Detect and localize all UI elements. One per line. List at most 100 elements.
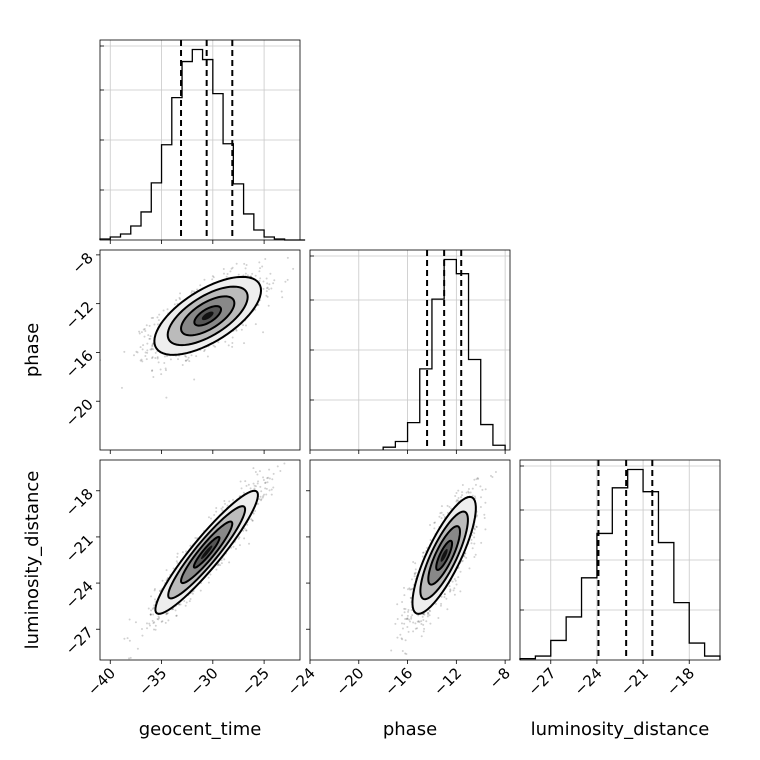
scatter-point bbox=[443, 593, 446, 596]
scatter-point bbox=[159, 589, 162, 592]
x-tick-label: −18 bbox=[663, 664, 698, 699]
scatter-point bbox=[252, 512, 255, 515]
scatter-point bbox=[265, 493, 268, 496]
scatter-point bbox=[140, 331, 143, 334]
scatter-point bbox=[257, 502, 260, 505]
scatter-point bbox=[128, 657, 131, 660]
scatter-point bbox=[434, 602, 437, 605]
scatter-point bbox=[144, 329, 147, 332]
scatter-point bbox=[240, 328, 243, 331]
scatter-point bbox=[484, 501, 487, 504]
scatter-point bbox=[284, 280, 287, 283]
scatter-point bbox=[150, 595, 153, 598]
scatter-point bbox=[162, 309, 165, 312]
scatter-point bbox=[149, 335, 152, 338]
scatter-point bbox=[246, 523, 249, 526]
scatter-point bbox=[408, 620, 411, 623]
scatter-point bbox=[416, 620, 419, 623]
scatter-point bbox=[217, 341, 220, 344]
histogram-bar bbox=[432, 299, 444, 450]
y-title-phase: phase bbox=[22, 323, 43, 377]
scatter-point bbox=[473, 527, 476, 530]
scatter-point bbox=[280, 290, 283, 293]
scatter-point bbox=[154, 624, 157, 627]
scatter-point bbox=[181, 364, 184, 367]
scatter-point bbox=[231, 342, 234, 345]
histogram-bar bbox=[244, 214, 254, 240]
scatter-point bbox=[123, 350, 126, 353]
x-title-phase: phase bbox=[383, 719, 437, 740]
scatter-point bbox=[279, 456, 281, 458]
scatter-point bbox=[185, 359, 188, 362]
scatter-point bbox=[473, 495, 476, 498]
scatter-point bbox=[179, 603, 182, 606]
scatter-point bbox=[446, 511, 449, 514]
scatter-point bbox=[401, 627, 404, 630]
scatter-point bbox=[166, 612, 169, 615]
scatter-point bbox=[412, 560, 415, 563]
joint-panel-phase-vs-luminosity-distance: −24 −20 −16 −12 −8 bbox=[284, 459, 514, 699]
histogram-bar bbox=[408, 423, 420, 450]
scatter-point bbox=[221, 509, 224, 512]
scatter-point bbox=[231, 345, 234, 348]
scatter-point bbox=[232, 498, 235, 501]
scatter-point bbox=[474, 483, 477, 486]
scatter-point bbox=[410, 615, 413, 618]
scatter-point bbox=[183, 599, 186, 602]
scatter-point bbox=[471, 547, 474, 550]
scatter-point bbox=[254, 323, 257, 326]
histogram-bar bbox=[444, 260, 456, 450]
scatter-point bbox=[242, 491, 245, 494]
scatter-point bbox=[404, 652, 407, 655]
scatter-point bbox=[428, 614, 431, 617]
scatter-point bbox=[141, 360, 144, 363]
scatter-point bbox=[240, 487, 243, 490]
scatter-point bbox=[234, 547, 237, 550]
scatter-point bbox=[265, 290, 268, 293]
scatter-point bbox=[265, 287, 268, 290]
scatter-point bbox=[184, 355, 187, 358]
scatter-point bbox=[144, 355, 147, 358]
scatter-point bbox=[150, 609, 153, 612]
scatter-point bbox=[438, 515, 441, 518]
histogram-bar bbox=[566, 617, 581, 660]
scatter-point bbox=[422, 551, 425, 554]
scatter-point bbox=[229, 270, 232, 273]
scatter-point bbox=[173, 303, 176, 306]
scatter-point bbox=[440, 511, 443, 514]
scatter-point bbox=[235, 329, 238, 332]
scatter-point bbox=[157, 615, 160, 618]
scatter-point bbox=[214, 345, 217, 348]
scatter-point bbox=[418, 621, 421, 624]
scatter-point bbox=[220, 507, 223, 510]
scatter-point bbox=[245, 529, 248, 532]
scatter-point bbox=[473, 532, 476, 535]
scatter-point bbox=[402, 586, 405, 589]
scatter-point bbox=[429, 539, 432, 542]
scatter-point bbox=[196, 288, 199, 291]
scatter-point bbox=[143, 335, 146, 338]
scatter-point bbox=[193, 378, 196, 381]
scatter-point bbox=[453, 577, 456, 580]
scatter-point bbox=[253, 487, 256, 490]
scatter-point bbox=[199, 284, 202, 287]
y-tick-label: −18 bbox=[62, 485, 97, 520]
scatter-point bbox=[268, 468, 271, 471]
scatter-point bbox=[136, 647, 139, 650]
scatter-point bbox=[163, 355, 166, 358]
scatter-point bbox=[446, 608, 449, 611]
y-title-luminosity-distance: luminosity_distance bbox=[22, 471, 43, 650]
scatter-point bbox=[128, 618, 131, 621]
scatter-point bbox=[151, 619, 154, 622]
scatter-point bbox=[147, 334, 150, 337]
scatter-point bbox=[465, 556, 468, 559]
scatter-point bbox=[259, 495, 262, 498]
scatter-point bbox=[230, 267, 233, 270]
scatter-point bbox=[260, 490, 263, 493]
scatter-point bbox=[474, 553, 477, 556]
scatter-point bbox=[491, 476, 494, 479]
scatter-point bbox=[410, 609, 413, 612]
histogram-bar bbox=[658, 543, 673, 660]
scatter-point bbox=[158, 313, 161, 316]
scatter-point bbox=[224, 340, 227, 343]
